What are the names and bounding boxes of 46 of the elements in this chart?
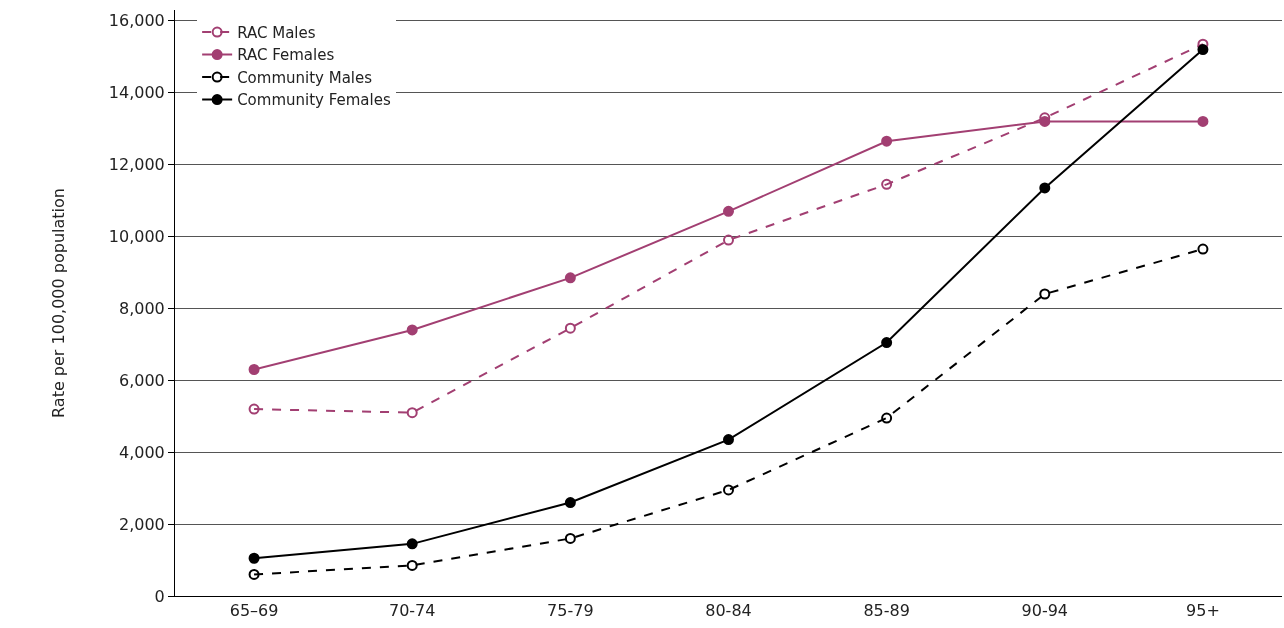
y-axis-title: Rate per 100,000 population [48, 188, 68, 418]
point [723, 205, 734, 217]
x-tick-label: 90-94 [1021, 601, 1069, 621]
point [248, 568, 260, 580]
point [1197, 115, 1209, 127]
point [723, 434, 734, 446]
point [1197, 44, 1209, 56]
point [1197, 243, 1209, 255]
point [881, 337, 893, 349]
point [1039, 182, 1051, 194]
point [564, 322, 576, 334]
x-tick-label: 85-89 [863, 601, 910, 621]
y-tick-label: 12,000 [108, 155, 165, 175]
x-tick-label: 95+ [1186, 601, 1220, 621]
x-tick-label: 80-84 [705, 601, 752, 621]
y-tick-label: 10,000 [108, 227, 165, 247]
y-tick-label: 8,000 [118, 298, 165, 318]
point [881, 135, 893, 147]
point [723, 234, 734, 246]
legend-label: RAC Females [237, 46, 335, 65]
y-tick-label: 0 [154, 586, 165, 606]
point [564, 272, 576, 284]
point [406, 559, 418, 571]
point [248, 552, 260, 564]
point [248, 364, 260, 376]
point [723, 484, 734, 496]
x-tick-label: 70-74 [388, 601, 436, 621]
point [248, 403, 260, 415]
point [406, 407, 418, 419]
legend-label: Community Males [237, 68, 373, 87]
y-tick-label: 2,000 [118, 514, 165, 534]
y-tick-label: 6,000 [118, 370, 165, 390]
point [1039, 288, 1051, 300]
point [564, 497, 576, 509]
point [406, 538, 418, 550]
point [406, 324, 418, 336]
point [881, 412, 893, 424]
point [564, 532, 576, 544]
x-tick-label: 75-79 [547, 601, 594, 621]
y-tick-label: 4,000 [118, 442, 165, 462]
point [881, 178, 893, 190]
x-tick-label: 65–69 [229, 601, 279, 621]
y-tick-label: 16,000 [108, 11, 165, 31]
y-tick-label: 14,000 [108, 83, 165, 103]
legend-label: Community Females [237, 91, 391, 110]
legend-label: RAC Males [237, 23, 316, 42]
